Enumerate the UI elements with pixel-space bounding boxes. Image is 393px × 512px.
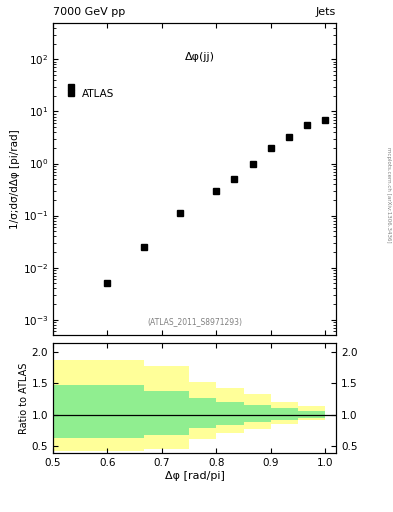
Bar <box>53 386 107 438</box>
Bar <box>107 386 144 438</box>
ATLAS <box>214 188 219 194</box>
ATLAS <box>323 116 327 122</box>
Bar <box>216 388 244 433</box>
Bar <box>144 366 189 450</box>
Bar <box>298 411 325 418</box>
ATLAS <box>232 176 237 182</box>
Text: 7000 GeV pp: 7000 GeV pp <box>53 7 125 17</box>
Bar <box>144 391 189 435</box>
X-axis label: Δφ [rad/pi]: Δφ [rad/pi] <box>165 471 224 481</box>
Bar <box>189 398 216 428</box>
Bar <box>53 360 107 451</box>
ATLAS <box>69 83 73 90</box>
ATLAS <box>141 244 146 250</box>
Bar <box>216 402 244 424</box>
Bar <box>298 407 325 420</box>
ATLAS <box>105 280 110 286</box>
Line: ATLAS: ATLAS <box>68 83 329 287</box>
ATLAS <box>178 210 182 217</box>
Bar <box>244 394 271 429</box>
ATLAS <box>250 160 255 166</box>
Y-axis label: 1/σ;dσ/dΔφ [pi/rad]: 1/σ;dσ/dΔφ [pi/rad] <box>10 130 20 229</box>
Bar <box>271 402 298 424</box>
ATLAS <box>268 145 273 151</box>
Text: Δφ(jj): Δφ(jj) <box>185 52 215 62</box>
Text: (ATLAS_2011_S8971293): (ATLAS_2011_S8971293) <box>147 317 242 326</box>
Text: mcplots.cern.ch [arXiv:1306.3436]: mcplots.cern.ch [arXiv:1306.3436] <box>386 147 391 242</box>
Bar <box>107 360 144 451</box>
Bar <box>189 381 216 439</box>
ATLAS <box>286 134 291 140</box>
ATLAS <box>305 122 310 128</box>
Bar <box>244 405 271 422</box>
Text: Jets: Jets <box>316 7 336 17</box>
Bar <box>271 409 298 419</box>
Y-axis label: Ratio to ATLAS: Ratio to ATLAS <box>19 362 29 434</box>
Legend: ATLAS: ATLAS <box>64 84 118 103</box>
